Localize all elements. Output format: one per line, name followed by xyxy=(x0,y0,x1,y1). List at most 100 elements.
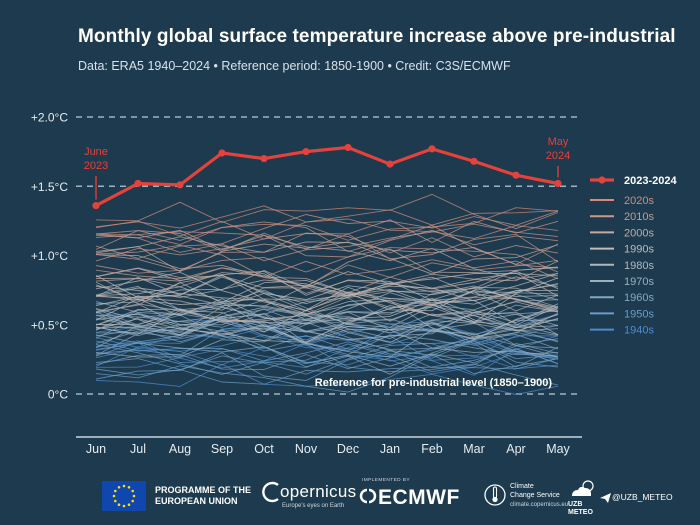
telegram-handle[interactable]: @UZB_METEO xyxy=(612,492,673,502)
decade-line-2010s xyxy=(95,259,559,287)
decade-line-1980s xyxy=(95,306,559,343)
decade-line-2000s xyxy=(95,241,559,275)
y-tick-label: +1.0°C xyxy=(31,249,68,263)
decade-line-1990s xyxy=(95,284,559,320)
eu-stars-icon xyxy=(112,484,136,508)
decade-line-2010s xyxy=(95,219,559,252)
end-annotation-year: 2024 xyxy=(546,150,570,162)
data-point-2023-2024 xyxy=(512,171,520,179)
ecmwf-implemented-label: IMPLEMENTED BY xyxy=(362,478,410,483)
x-tick-label: Nov xyxy=(295,442,318,456)
decade-line-1950s xyxy=(95,322,559,356)
decade-line-1940s xyxy=(95,320,559,360)
y-tick-label: 0°C xyxy=(48,388,68,402)
data-point-2023-2024 xyxy=(470,157,478,165)
data-point-2023-2024 xyxy=(344,143,352,152)
decade-line-1980s xyxy=(95,293,559,325)
uzb-line1: UZB xyxy=(568,501,583,508)
c3s-line1: Climate xyxy=(510,483,534,490)
eu-programme-label: PROGRAMME OF THE EUROPEAN UNION xyxy=(155,485,251,507)
chart-title: Monthly global surface temperature incre… xyxy=(78,26,676,47)
decade-line-2020s xyxy=(95,205,559,229)
data-point-2023-2024 xyxy=(386,160,394,168)
uzb-line2: METEO xyxy=(568,508,593,516)
uzb-meteo-cloud-icon xyxy=(572,480,594,496)
legend-label-1970s: 1970s xyxy=(624,276,654,288)
decade-line-1980s xyxy=(95,312,559,343)
decade-line-2020s xyxy=(95,193,559,230)
decade-line-2000s xyxy=(95,276,559,322)
x-tick-label: Aug xyxy=(169,442,191,456)
x-tick-label: Jun xyxy=(86,442,106,456)
ecmwf-logo: ECMWF xyxy=(378,486,460,509)
decade-line-1940s xyxy=(95,335,559,369)
decade-line-1990s xyxy=(95,271,559,324)
decade-line-2000s xyxy=(95,248,559,288)
decade-line-1970s xyxy=(95,303,559,339)
footer: PROGRAMME OF THE EUROPEAN UNION opernicu… xyxy=(0,470,700,525)
legend-label-2023-2024: 2023-2024 xyxy=(624,175,677,187)
decade-line-1940s xyxy=(95,363,559,395)
decade-line-2010s xyxy=(95,247,559,273)
legend-label-2010s: 2010s xyxy=(624,211,654,223)
decade-line-1970s xyxy=(95,311,559,358)
legend-label-1980s: 1980s xyxy=(624,260,654,272)
legend-label-1990s: 1990s xyxy=(624,244,654,256)
start-annotation-month: June xyxy=(84,146,108,158)
legend-label-1950s: 1950s xyxy=(624,308,654,320)
decade-line-2000s xyxy=(95,267,559,297)
x-tick-label: Oct xyxy=(254,442,274,456)
eu-label-line1: PROGRAMME OF THE xyxy=(155,485,251,495)
decade-line-1960s xyxy=(95,313,559,356)
decade-line-2000s xyxy=(95,284,559,311)
decade-line-1990s xyxy=(95,299,559,343)
series-line-2023-2024 xyxy=(95,145,559,208)
legend-label-2020s: 2020s xyxy=(624,195,654,207)
copernicus-tagline: Europe's eyes on Earth xyxy=(282,503,345,509)
decade-line-2010s xyxy=(95,221,559,265)
decade-line-2000s xyxy=(95,254,559,294)
x-tick-label: Feb xyxy=(421,442,443,456)
chart-svg: 0°C +0.5°C +1.0°C +1.5°C +2.0°C Jun Jul Aug Sep O… xyxy=(31,111,678,457)
eu-flag-icon xyxy=(102,481,146,511)
decade-line-1980s xyxy=(95,297,559,336)
x-tick-label: Dec xyxy=(337,442,359,456)
x-tick-label: Jan xyxy=(380,442,400,456)
decade-line-2000s xyxy=(95,274,559,316)
decade-line-2000s xyxy=(95,267,559,299)
decade-line-1960s xyxy=(95,313,559,358)
decade-line-2010s xyxy=(95,229,559,258)
x-tick-label: Mar xyxy=(463,442,485,456)
decade-line-1970s xyxy=(95,293,559,333)
y-tick-label: +2.0°C xyxy=(31,111,68,125)
c3s-label: Climate Change Service xyxy=(510,483,560,500)
decade-line-1950s xyxy=(95,349,559,381)
decade-line-1990s xyxy=(95,288,559,335)
data-point-2023-2024 xyxy=(428,145,436,153)
decade-line-1990s xyxy=(95,285,559,303)
legend-label-2000s: 2000s xyxy=(624,227,654,239)
x-tick-label: Apr xyxy=(506,442,525,456)
y-tick-label: +0.5°C xyxy=(31,318,68,332)
decade-line-2020s xyxy=(95,207,559,245)
data-point-2023-2024 xyxy=(554,179,562,188)
decade-line-2010s xyxy=(95,232,559,274)
y-tick-label: +1.5°C xyxy=(31,180,68,194)
start-annotation-year: 2023 xyxy=(84,160,108,172)
legend-marker-2023-2024 xyxy=(598,176,606,184)
data-point-2023-2024 xyxy=(218,149,226,157)
decade-line-1990s xyxy=(95,270,559,298)
end-annotation-month: May xyxy=(548,136,569,148)
c3s-url: climate.copernicus.eu xyxy=(510,502,569,508)
c3s-thermometer-icon xyxy=(484,484,506,506)
decade-line-1960s xyxy=(95,328,559,367)
c3s-line2: Change Service xyxy=(510,491,560,499)
x-tick-label: Sep xyxy=(211,442,233,456)
data-point-2023-2024 xyxy=(92,202,100,210)
decade-line-2020s xyxy=(95,218,559,240)
x-tick-label: Jul xyxy=(130,442,146,456)
eu-label-line2: EUROPEAN UNION xyxy=(155,496,238,506)
ecmwf-mark-icon xyxy=(359,488,377,504)
decade-line-2010s xyxy=(95,223,559,262)
